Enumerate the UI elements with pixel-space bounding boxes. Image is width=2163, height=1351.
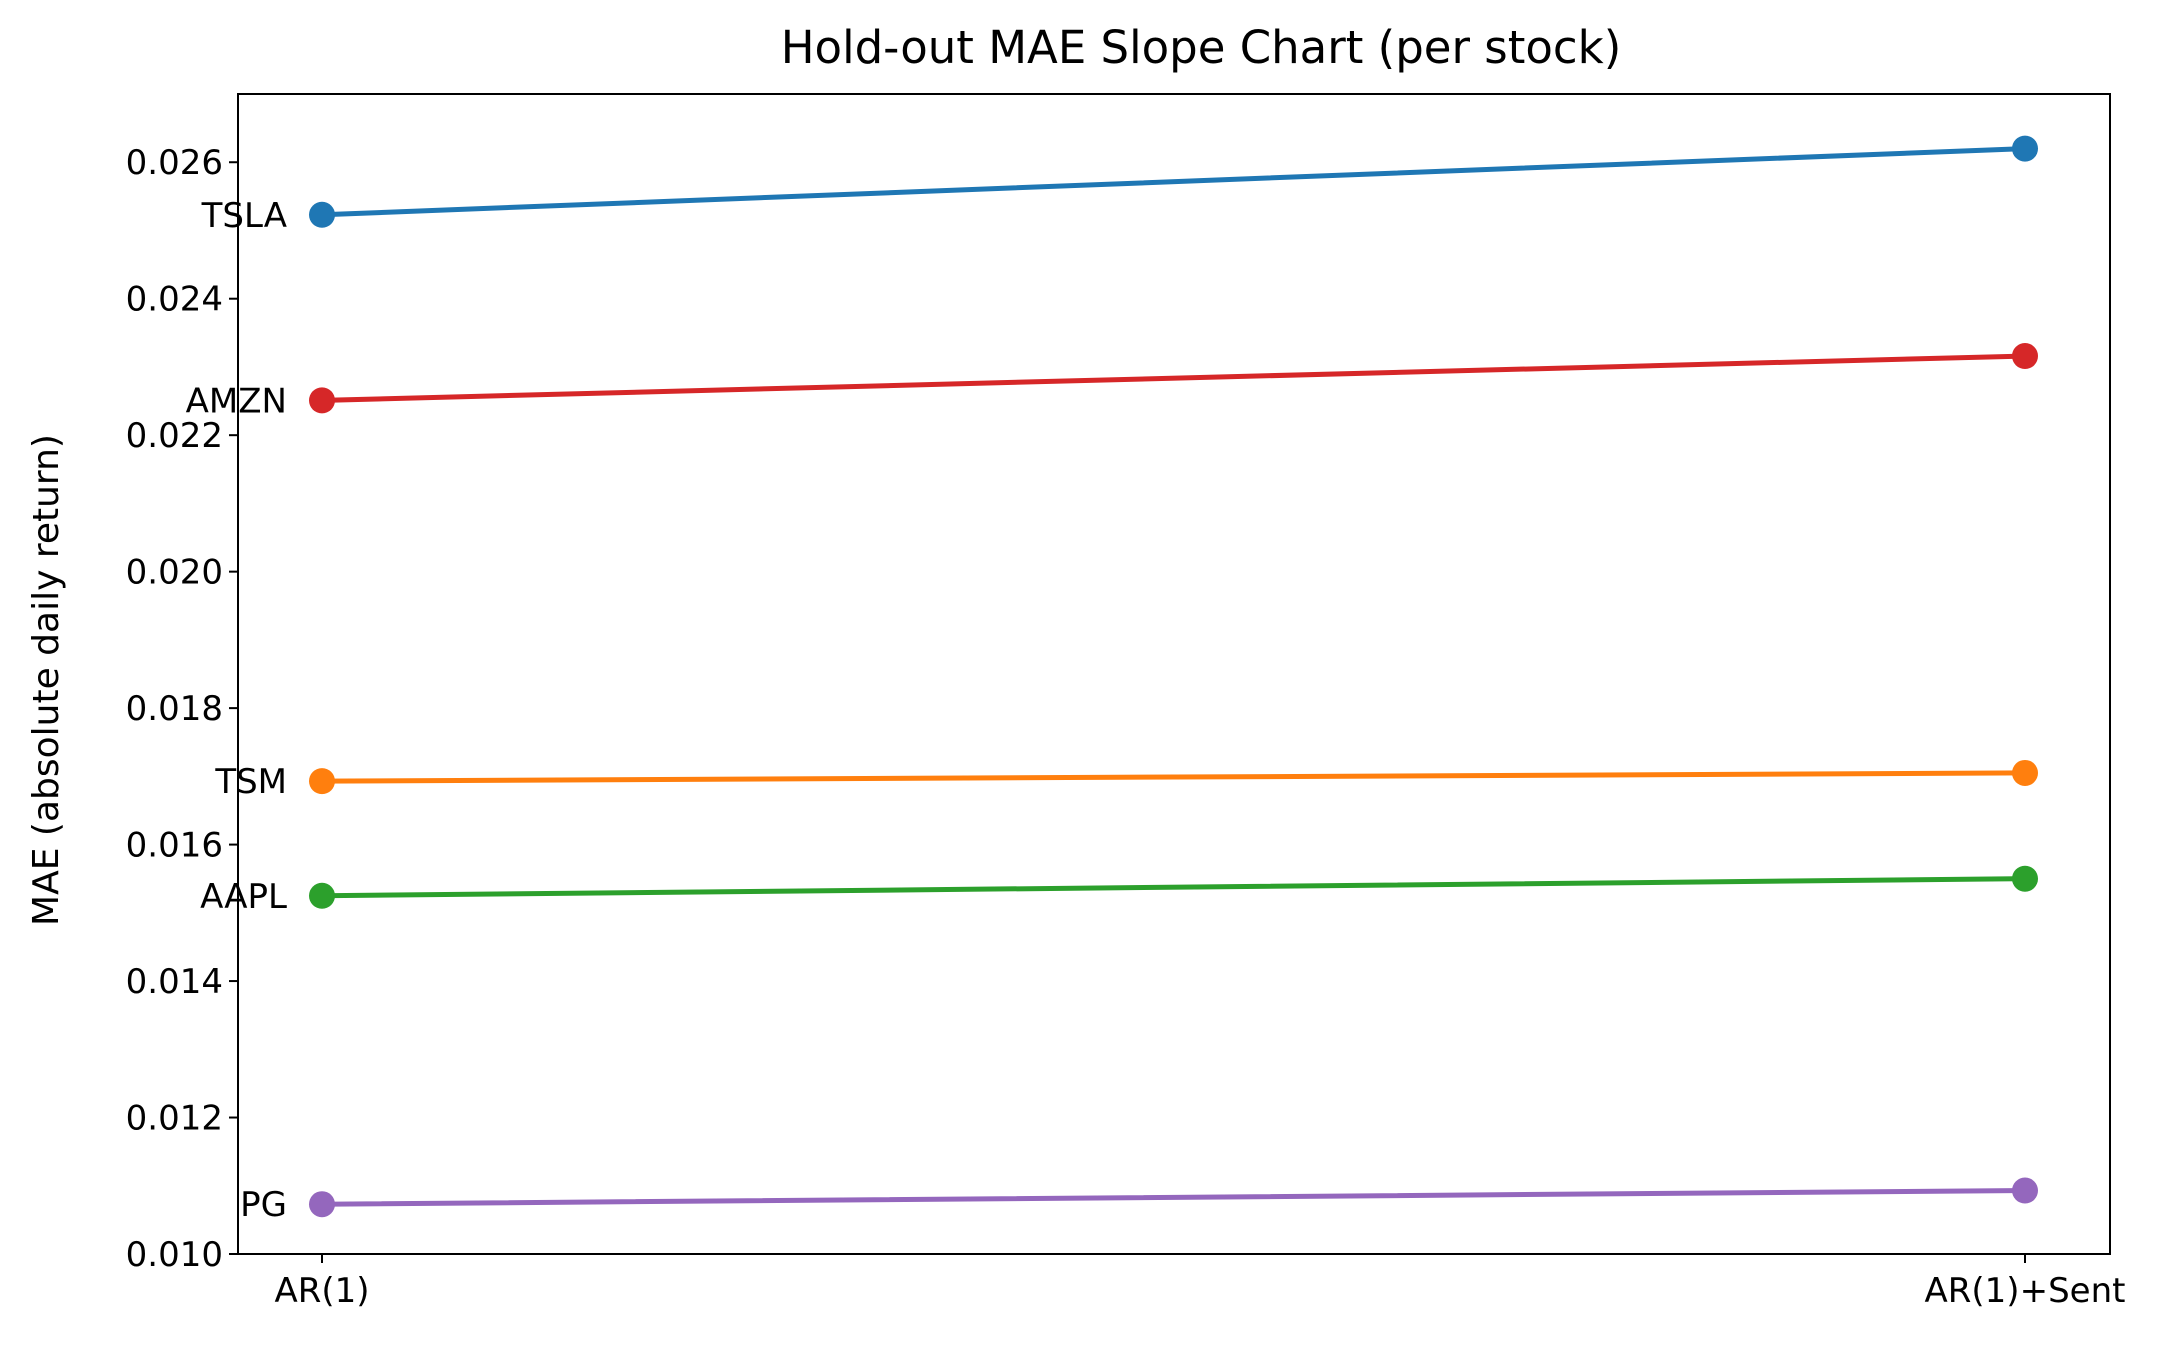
x-tick-label: AR(1)+Sent (1925, 1271, 2126, 1311)
y-tick-label: 0.018 (126, 689, 223, 729)
data-point (2012, 865, 2038, 892)
series-line (319, 145, 2028, 218)
series-line (319, 770, 2028, 784)
series-label: TSLA (201, 196, 287, 236)
series-label: TSM (214, 762, 287, 802)
y-tick-label: 0.012 (126, 1099, 223, 1139)
y-tick-label: 0.022 (126, 416, 223, 456)
series-amzn: AMZN (186, 343, 2038, 421)
x-tick-label: AR(1) (274, 1271, 369, 1311)
data-point (2012, 343, 2038, 370)
y-tick-label: 0.016 (126, 826, 223, 866)
series-layer: TSLA AMZN TSM AAPL PG (186, 135, 2038, 1225)
series-label: AMZN (186, 381, 287, 421)
data-point (309, 768, 335, 795)
data-point (309, 1191, 335, 1218)
series-label: PG (240, 1185, 287, 1225)
y-tick-label: 0.024 (126, 280, 223, 320)
chart-title: Hold-out MAE Slope Chart (per stock) (781, 21, 1622, 74)
series-tsla: TSLA (201, 135, 2038, 236)
data-point (309, 201, 335, 228)
y-axis-label: MAE (absolute daily return) (26, 434, 67, 926)
axes-ticks: 0.010 0.012 0.014 0.016 0.018 0.020 0.022 0.024… (126, 143, 2126, 1311)
series-line (319, 876, 2028, 899)
series-line (319, 1188, 2028, 1207)
y-tick-label: 0.014 (126, 962, 223, 1002)
y-tick-label: 0.010 (126, 1235, 223, 1275)
data-point (309, 882, 335, 909)
plot-frame (237, 93, 2111, 1255)
data-point (2012, 135, 2038, 162)
data-point (2012, 759, 2038, 786)
series-aapl: AAPL (200, 865, 2038, 917)
series-tsm: TSM (214, 759, 2038, 802)
series-label: AAPL (200, 877, 287, 917)
series-line (319, 353, 2028, 403)
y-tick-label: 0.020 (126, 553, 223, 593)
y-tick-label: 0.026 (126, 143, 223, 183)
series-pg: PG (240, 1177, 2038, 1225)
data-point (2012, 1177, 2038, 1204)
data-point (309, 387, 335, 414)
